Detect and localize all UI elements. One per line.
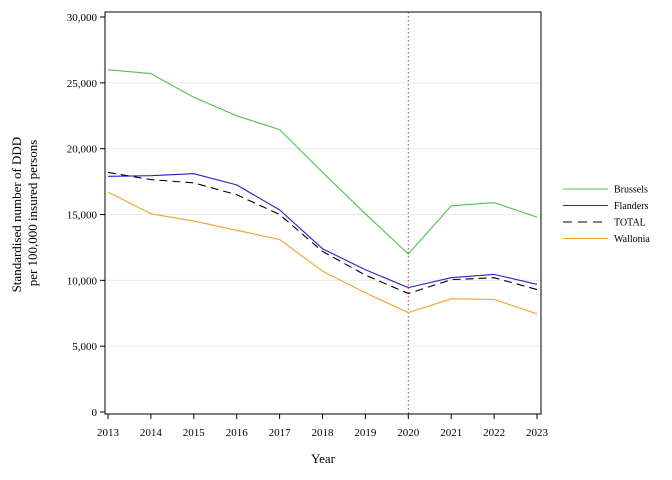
series-line-brussels: [107, 69, 538, 255]
x-tick-label-2023: 2023: [526, 427, 549, 439]
legend-label-wallonia: Wallonia: [614, 234, 650, 245]
y-tick-label-10,000: 10,000: [67, 275, 98, 287]
x-axis: 2013 2014 2015 2016 2017 2018 2019 2020 2021 2022…: [97, 414, 549, 439]
y-tick-label-25,000: 25,000: [67, 78, 98, 90]
series-line-flanders: [107, 173, 538, 289]
y-axis-title-line-2: per 100,000 insured persons: [25, 140, 40, 287]
x-tick-label-2020: 2020: [397, 427, 420, 439]
series-line-total: [107, 171, 538, 295]
y-tick-label-20,000: 20,000: [67, 144, 98, 156]
y-tick-label-30,000: 30,000: [67, 12, 98, 24]
x-tick-label-2014: 2014: [140, 427, 163, 439]
y-tick-label-0: 0: [92, 407, 98, 419]
y-tick-label-5,000: 5,000: [72, 341, 97, 353]
gridlines: [105, 82, 541, 347]
series-line-wallonia: [107, 191, 538, 315]
x-tick-label-2016: 2016: [226, 427, 249, 439]
x-tick-label-2017: 2017: [269, 427, 292, 439]
y-tick-label-15,000: 15,000: [67, 210, 98, 222]
legend-label-flanders: Flanders: [614, 201, 649, 212]
legend: Brussels Flanders TOTAL Wallonia: [563, 185, 650, 245]
x-tick-label-2019: 2019: [354, 427, 377, 439]
series-layer: [107, 69, 538, 315]
x-tick-label-2022: 2022: [483, 427, 505, 439]
legend-label-total: TOTAL: [614, 218, 646, 229]
x-tick-label-2015: 2015: [183, 427, 206, 439]
y-axis-title-line-1: Standardised number of DDD: [9, 137, 24, 293]
plot-frame: [104, 11, 542, 415]
x-tick-label-2021: 2021: [440, 427, 462, 439]
x-axis-title: Year: [311, 451, 336, 466]
x-tick-label-2013: 2013: [97, 427, 120, 439]
y-axis: 0 5,000 10,000 15,000 20,000 25,000 30,000: [67, 12, 105, 419]
legend-label-brussels: Brussels: [614, 185, 648, 196]
x-tick-label-2018: 2018: [312, 427, 335, 439]
y-axis-title: Standardised number of DDD per 100,000 i…: [9, 134, 40, 293]
